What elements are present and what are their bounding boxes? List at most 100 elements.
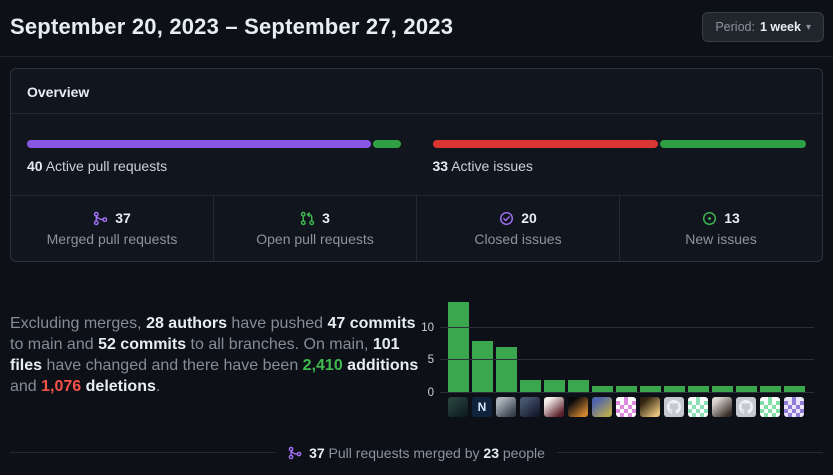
period-dropdown-button[interactable]: Period: 1 week ▾ (702, 12, 824, 42)
text-segment: additions (347, 357, 419, 374)
date-range-title: September 20, 2023 – September 27, 2023 (10, 14, 454, 39)
text-segment: people (498, 444, 545, 461)
identicon-pixel (776, 401, 780, 405)
merged-segment[interactable] (27, 140, 371, 148)
octocat-icon (739, 400, 753, 414)
author-avatar[interactable] (784, 397, 804, 417)
text-segment: 23 (483, 444, 499, 461)
period-value: 1 week (759, 20, 801, 34)
commit-count-bar (616, 386, 637, 393)
author-avatar[interactable] (712, 397, 732, 417)
new-segment[interactable] (659, 140, 806, 148)
text-segment: 2,410 (302, 357, 343, 374)
identicon-pixel (620, 405, 624, 409)
identicon-pixel (788, 405, 792, 409)
merged-pr-footer-link[interactable]: 37 Pull requests merged by 23 people (276, 442, 557, 463)
octocat-icon (667, 400, 681, 414)
stat-value: 20 (521, 210, 537, 226)
identicon-pixel (784, 409, 788, 413)
identicon-pixel (796, 405, 800, 409)
stat-value: 13 (724, 210, 740, 226)
progress-row: 40 Active pull requests 33 Active issues (11, 114, 822, 174)
gridline (440, 359, 814, 361)
identicon-pixel (760, 401, 764, 405)
identicon-pixel (772, 413, 776, 417)
identicon-pixel (688, 401, 692, 405)
author-avatar[interactable] (592, 397, 612, 417)
author-avatar[interactable] (760, 397, 780, 417)
issues-progress-bar[interactable] (432, 140, 806, 148)
closed-segment[interactable] (432, 140, 658, 148)
author-avatar[interactable] (688, 397, 708, 417)
author-avatar[interactable] (568, 397, 588, 417)
identicon-pixel (768, 409, 772, 413)
author-avatar[interactable] (496, 397, 516, 417)
gridline (440, 326, 814, 328)
text-segment: have changed and there have been (42, 357, 303, 374)
identicon-pixel (760, 409, 764, 413)
commit-count-bar (688, 386, 709, 393)
text-segment: 52 commits (98, 336, 187, 353)
period-prefix-label: Period: (715, 20, 755, 34)
stat-open-pull-requests[interactable]: 3 Open pull requests (213, 196, 416, 261)
stat-new-issues[interactable]: 13 New issues (619, 196, 822, 261)
identicon-pixel (704, 401, 708, 405)
overview-panel: Overview 40 Active pull requests 33 Acti… (10, 68, 823, 262)
active-issues-count: 33 (432, 158, 449, 174)
identicon-pixel (688, 409, 692, 413)
commits-per-author-chart: 0 5 10 N (414, 295, 823, 423)
author-avatar[interactable] (616, 397, 636, 417)
identicon-pixel (800, 401, 804, 405)
commit-count-bar (544, 379, 565, 393)
text-segment: 37 (309, 444, 325, 461)
header-divider (0, 56, 833, 57)
commit-count-bar (664, 386, 685, 393)
identicon-pixel (696, 397, 700, 401)
identicon-pixel (788, 413, 792, 417)
stat-label: Closed issues (474, 231, 562, 247)
identicon-pixel (628, 413, 632, 417)
author-avatar[interactable] (664, 397, 684, 417)
commit-count-bar (640, 386, 661, 393)
author-avatar[interactable] (448, 397, 468, 417)
author-avatar[interactable] (544, 397, 564, 417)
footer-text: 37 Pull requests merged by 23 people (309, 445, 545, 461)
git-merge-icon (93, 211, 108, 226)
issues-progress-label: 33 Active issues (433, 158, 807, 174)
commit-count-bar (472, 340, 493, 393)
merged-pr-footer: 37 Pull requests merged by 23 people (10, 442, 823, 463)
commit-count-bar (520, 379, 541, 393)
commit-count-bar (736, 386, 757, 393)
identicon-pixel (616, 401, 620, 405)
text-segment: . (155, 378, 161, 395)
author-avatar[interactable]: N (472, 397, 492, 417)
issues-progress: 33 Active issues (417, 140, 823, 174)
active-issues-text: Active issues (451, 158, 533, 174)
stat-merged-pull-requests[interactable]: 37 Merged pull requests (11, 196, 213, 261)
gridline (440, 392, 814, 393)
author-avatar[interactable] (640, 397, 660, 417)
y-axis-tick-label: 0 (427, 387, 434, 399)
commit-count-bar (568, 379, 589, 393)
identicon-pixel (620, 413, 624, 417)
identicon-pixel (692, 413, 696, 417)
activity-summary-text: Excluding merges, 28 authors have pushed… (10, 313, 420, 397)
identicon-pixel (624, 401, 628, 405)
chart-bars (448, 301, 814, 393)
identicon-pixel (792, 397, 796, 401)
commit-count-bar (760, 386, 781, 393)
identicon-pixel (784, 401, 788, 405)
author-avatar[interactable] (736, 397, 756, 417)
open-segment[interactable] (372, 140, 401, 148)
identicon-pixel (768, 401, 772, 405)
author-avatar[interactable] (520, 397, 540, 417)
identicon-pixel (624, 409, 628, 413)
identicon-pixel (624, 397, 628, 401)
stats-row: 37 Merged pull requests 3 Open pull requ… (11, 195, 822, 261)
stat-closed-issues[interactable]: 20 Closed issues (416, 196, 619, 261)
pull-requests-progress-bar[interactable] (27, 140, 401, 148)
identicon-pixel (628, 405, 632, 409)
git-merge-icon (288, 446, 302, 460)
identicon-pixel (772, 405, 776, 409)
text-segment: 1,076 (41, 378, 82, 395)
